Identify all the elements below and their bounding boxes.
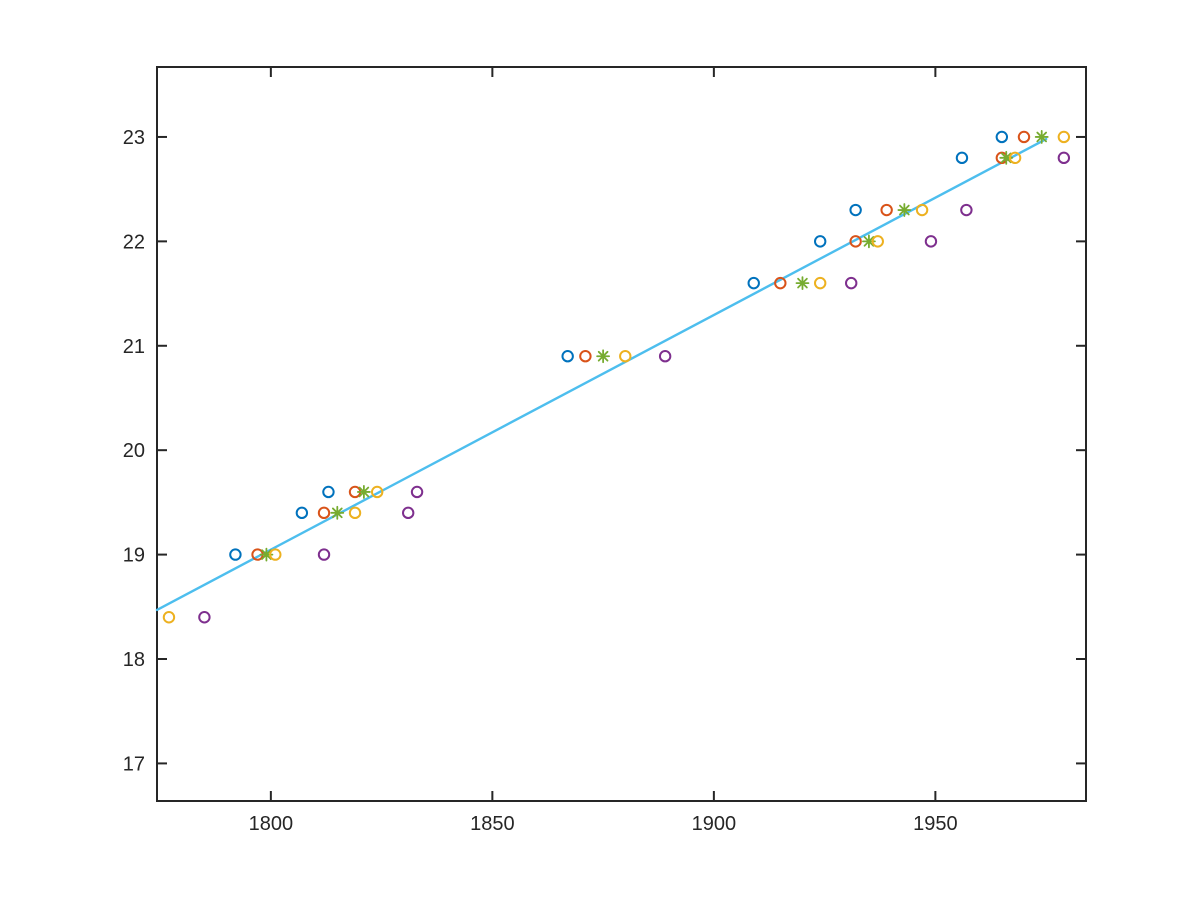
series-4-circle-marker xyxy=(348,506,362,520)
series-1-circle-marker xyxy=(995,130,1009,144)
series-2-circle-marker xyxy=(579,350,592,363)
series-1-circle-marker xyxy=(813,235,827,248)
series-2-circle-marker xyxy=(1017,130,1031,144)
series-1-circle-marker xyxy=(849,203,862,217)
series-3-asterisk-marker xyxy=(596,349,611,364)
series-3-asterisk-marker xyxy=(330,505,345,520)
series-5-circle-marker xyxy=(924,235,938,248)
series-1-circle-marker xyxy=(955,151,969,165)
x-tick-label: 1800 xyxy=(249,813,294,835)
series-4-circle-marker xyxy=(1008,151,1022,165)
series-5-circle-marker xyxy=(658,350,672,363)
series-4-circle-marker xyxy=(871,235,884,248)
series-3-asterisk-marker xyxy=(259,547,274,562)
series-2-circle-marker xyxy=(880,203,893,217)
series-5-circle-marker xyxy=(845,276,858,290)
series-2-circle-marker xyxy=(774,276,787,290)
series-5-circle-marker xyxy=(401,506,415,520)
y-tick-label: 17 xyxy=(123,753,145,775)
series-1-circle-marker xyxy=(295,506,309,520)
series-5-circle-marker xyxy=(410,485,424,499)
y-tick-label: 23 xyxy=(123,127,145,149)
series-3-asterisk-marker xyxy=(1034,130,1049,144)
series-4-circle-marker xyxy=(269,548,282,561)
series-4-circle-marker xyxy=(813,276,827,290)
series-3-asterisk-marker xyxy=(999,150,1014,165)
y-tick-label: 19 xyxy=(123,545,145,567)
series-5-circle-marker xyxy=(1057,151,1071,165)
series-2-circle-marker xyxy=(849,235,862,248)
y-tick-label: 22 xyxy=(123,231,145,253)
series-3-asterisk-marker xyxy=(795,276,810,291)
series-5-circle-marker xyxy=(960,203,973,217)
series-3-asterisk-marker xyxy=(356,485,371,499)
series-1-circle-marker xyxy=(229,548,242,561)
y-tick-label: 20 xyxy=(123,440,145,462)
series-1-circle-marker xyxy=(747,276,760,290)
series-4-circle-marker xyxy=(370,485,384,499)
series-2-circle-marker xyxy=(317,506,331,520)
series-4-circle-marker xyxy=(915,203,929,217)
series-4-circle-marker xyxy=(162,611,176,624)
series-1-circle-marker xyxy=(322,485,335,499)
series-4-circle-marker xyxy=(1057,130,1071,144)
series-5-circle-marker xyxy=(198,611,211,624)
x-tick-label: 1850 xyxy=(470,813,515,835)
series-1-circle-marker xyxy=(561,350,574,363)
series-3-asterisk-marker xyxy=(897,203,912,217)
y-tick-label: 21 xyxy=(123,336,145,358)
x-tick-label: 1900 xyxy=(692,813,737,835)
series-4-circle-marker xyxy=(619,350,632,363)
axes-box xyxy=(156,66,1087,802)
y-tick-label: 18 xyxy=(123,649,145,671)
linear-fit-line xyxy=(155,137,1048,612)
series-3-asterisk-marker xyxy=(862,234,876,249)
series-5-circle-marker xyxy=(317,548,331,561)
x-tick-label: 1950 xyxy=(913,813,958,835)
